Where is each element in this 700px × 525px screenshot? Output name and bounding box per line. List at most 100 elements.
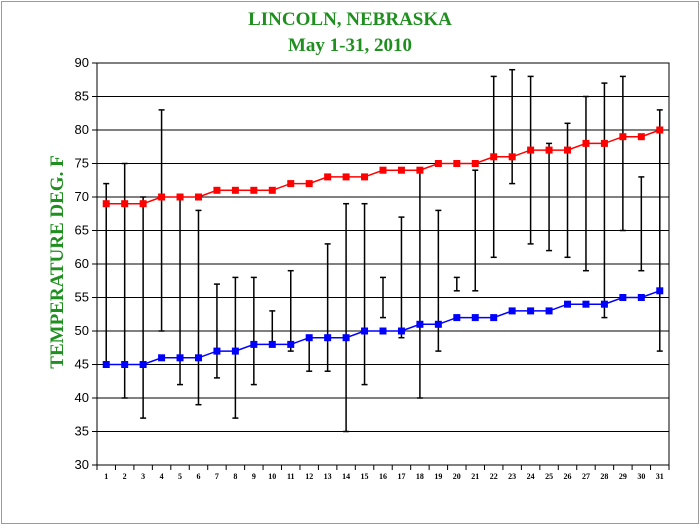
series-point <box>508 307 516 315</box>
series-point <box>231 347 239 355</box>
series-point <box>342 173 350 181</box>
series-point <box>213 186 221 194</box>
series-point <box>102 200 110 208</box>
series-point <box>508 153 516 161</box>
series-point <box>397 327 405 335</box>
series-point <box>545 307 553 315</box>
series-point <box>305 180 313 188</box>
series-point <box>471 160 479 167</box>
y-tick-label: 75 <box>75 156 89 171</box>
series-point <box>527 146 535 154</box>
x-tick-label: 20 <box>453 472 461 481</box>
y-tick-label: 30 <box>75 457 89 472</box>
series-point <box>361 173 369 181</box>
series-point <box>194 354 202 362</box>
range-bar <box>509 68 516 185</box>
x-tick-label: 7 <box>215 472 219 481</box>
series-point <box>434 160 442 167</box>
plot-area-border <box>96 62 670 466</box>
series-point <box>490 153 498 161</box>
range-bar <box>361 202 368 386</box>
series-point <box>139 361 147 368</box>
series-point <box>194 193 202 201</box>
x-tick-label: 19 <box>434 472 442 481</box>
y-tick-label: 35 <box>75 424 89 439</box>
x-tick-label: 2 <box>123 472 127 481</box>
range-bar <box>564 122 571 259</box>
series-point <box>305 334 313 342</box>
series-point <box>453 314 461 322</box>
chart-subtitle: May 1-31, 2010 <box>287 35 412 56</box>
x-tick-label: 31 <box>656 472 664 481</box>
range-bar <box>435 209 442 352</box>
series-point <box>637 294 645 301</box>
x-tick-label: 28 <box>600 472 608 481</box>
series-point <box>268 186 276 194</box>
range-bar <box>601 82 608 319</box>
series-point <box>637 133 645 141</box>
series-point <box>158 354 166 362</box>
series-point <box>656 126 664 134</box>
x-tick-label: 30 <box>637 472 645 481</box>
range-bar <box>343 202 350 433</box>
series-point <box>416 166 424 174</box>
x-tick-label: 11 <box>287 472 295 481</box>
series-point <box>527 307 535 315</box>
x-tick-label: 15 <box>361 472 369 481</box>
series-point <box>471 314 479 322</box>
series-point <box>545 146 553 154</box>
chart-title: LINCOLN, NEBRASKA <box>248 9 452 30</box>
series-point <box>250 186 258 194</box>
series-point <box>600 139 608 147</box>
series-point <box>582 139 590 147</box>
y-tick-label: 80 <box>75 122 89 137</box>
range-bar <box>306 336 313 372</box>
range-bar <box>472 169 479 292</box>
series-point <box>324 173 332 181</box>
range-bar <box>213 283 220 379</box>
series-point <box>600 300 608 308</box>
range-bar <box>546 142 553 252</box>
range-bar <box>527 75 534 245</box>
range-bar <box>195 209 202 406</box>
y-tick-label: 70 <box>75 189 89 204</box>
x-tick-label: 25 <box>545 472 553 481</box>
range-bar <box>416 169 423 399</box>
series-point <box>379 166 387 174</box>
series-point <box>582 300 590 308</box>
x-tick-label: 16 <box>379 472 387 481</box>
series-point <box>231 186 239 194</box>
x-tick-label: 10 <box>268 472 276 481</box>
series-point <box>564 300 572 308</box>
series-point <box>619 294 627 301</box>
range-bar <box>324 243 331 372</box>
y-tick-label: 55 <box>75 290 89 305</box>
range-bar <box>140 196 147 419</box>
y-tick-label: 85 <box>75 89 89 104</box>
series-point <box>102 361 110 368</box>
range-bar <box>158 109 165 332</box>
y-tick-label: 90 <box>75 55 89 70</box>
x-tick-label: 5 <box>178 472 182 481</box>
x-tick-label: 12 <box>305 472 313 481</box>
series-point <box>121 200 129 208</box>
range-bar <box>619 75 626 232</box>
range-bar <box>638 176 645 272</box>
series-point <box>361 327 369 335</box>
series-point <box>287 340 295 348</box>
range-bar <box>582 95 589 272</box>
series-point <box>453 160 461 167</box>
series-point <box>490 314 498 322</box>
series-point <box>268 340 276 348</box>
range-bar <box>453 276 460 292</box>
x-tick-label: 3 <box>141 472 145 481</box>
y-tick-label: 65 <box>75 223 89 238</box>
series-point <box>416 320 424 328</box>
series-point <box>158 193 166 201</box>
range-bar <box>287 269 294 352</box>
series-point <box>213 347 221 355</box>
x-tick-label: 29 <box>619 472 627 481</box>
series-point <box>176 354 184 362</box>
